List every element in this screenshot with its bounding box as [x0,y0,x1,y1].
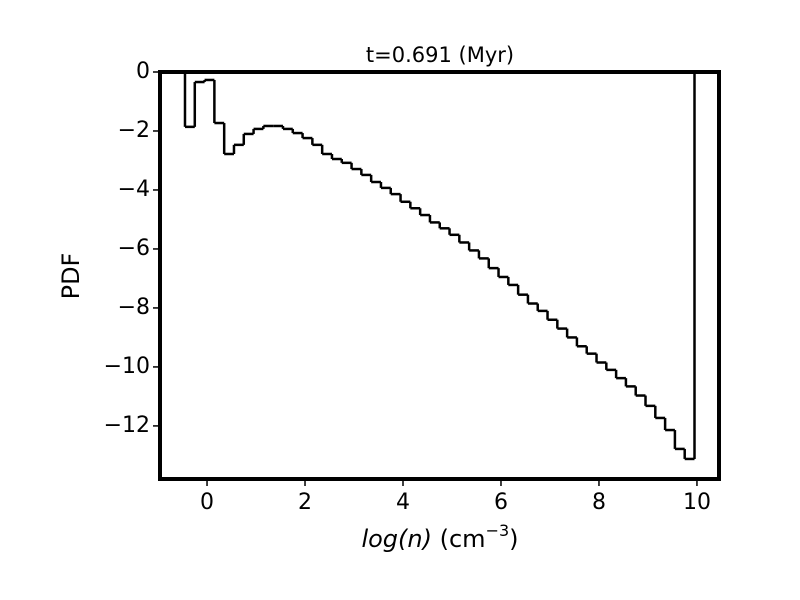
x-tick-label: 8 [592,490,606,515]
x-label-exponent: −3 [486,521,510,540]
plot-frame [158,70,721,481]
chart-title: t=0.691 (Myr) [366,43,514,67]
x-label-variable: log(n) [361,525,432,553]
y-tick-label: −8 [118,295,150,320]
y-tick-label: −6 [118,236,150,261]
x-axis-label: log(n) (cm−3) [361,521,518,554]
x-label-unit: (cm [432,525,486,553]
y-tick-label: 0 [136,59,150,84]
y-tick-label: −2 [118,118,150,143]
y-axis-label: PDF [57,253,85,300]
x-tick-label: 2 [298,490,312,515]
x-tick-label: 4 [396,490,410,515]
x-label-unit-close: ) [509,525,518,553]
x-tick-label: 0 [200,490,214,515]
x-tick-label: 6 [494,490,508,515]
y-tick-label: −10 [104,354,150,379]
y-tick-label: −12 [104,413,150,438]
y-tick-label: −4 [118,177,150,202]
x-tick-label: 10 [683,490,711,515]
